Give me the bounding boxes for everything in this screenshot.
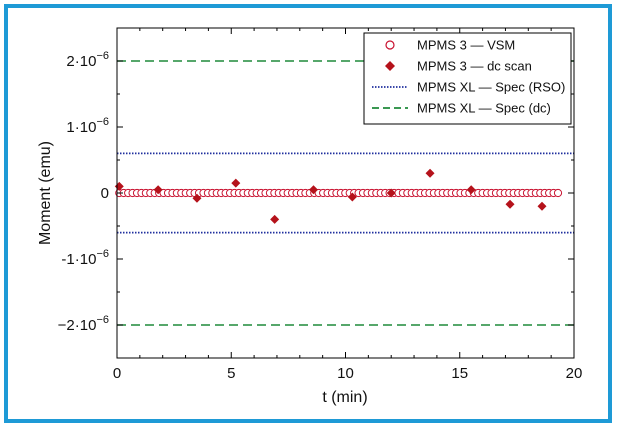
dc-scan-point — [347, 192, 357, 202]
dc-scan-point — [192, 193, 202, 203]
x-tick-label: 10 — [337, 365, 354, 382]
dc-scan-point — [153, 185, 163, 195]
y-axis-label: Moment (emu) — [37, 141, 54, 245]
dc-scan-point — [309, 185, 319, 195]
y-tick-label: 1·10−6 — [66, 116, 109, 136]
y-tick-label: −2·10−6 — [58, 314, 109, 334]
legend: MPMS 3 — VSM MPMS 3 — dc scan MPMS XL — Sp… — [363, 32, 572, 125]
legend-entry: MPMS XL — Spec (RSO) — [372, 80, 565, 95]
x-tick-label: 15 — [451, 365, 468, 382]
x-tick-label: 0 — [113, 365, 121, 382]
dc-scan-point — [425, 168, 435, 178]
legend-diamond-marker — [385, 61, 395, 71]
legend-label: MPMS 3 — VSM — [417, 38, 515, 53]
legend-label: MPMS XL — Spec (dc) — [417, 101, 551, 116]
dc-scan-point — [505, 199, 515, 209]
legend-entry: MPMS XL — Spec (dc) — [372, 101, 551, 116]
legend-circle-marker — [385, 40, 395, 50]
x-tick-label: 5 — [227, 365, 235, 382]
y-tick-label: 2·10−6 — [66, 50, 109, 70]
dc-scan-point — [231, 178, 241, 188]
x-tick-label: 20 — [566, 365, 583, 382]
legend-entry: MPMS 3 — VSM — [385, 38, 515, 53]
dc-scan-point — [466, 185, 476, 195]
x-axis-label: t (min) — [322, 389, 367, 406]
legend-label: MPMS XL — Spec (RSO) — [417, 80, 565, 95]
dc-scan-point — [537, 201, 547, 211]
y-tick-label: 0 — [101, 185, 109, 202]
legend-entry: MPMS 3 — dc scan — [385, 59, 532, 74]
legend-label: MPMS 3 — dc scan — [417, 59, 532, 74]
vsm-point — [553, 188, 563, 198]
dc-scan-point — [386, 188, 396, 198]
y-tick-label: -1·10−6 — [61, 248, 109, 268]
dc-scan-point — [270, 214, 280, 224]
